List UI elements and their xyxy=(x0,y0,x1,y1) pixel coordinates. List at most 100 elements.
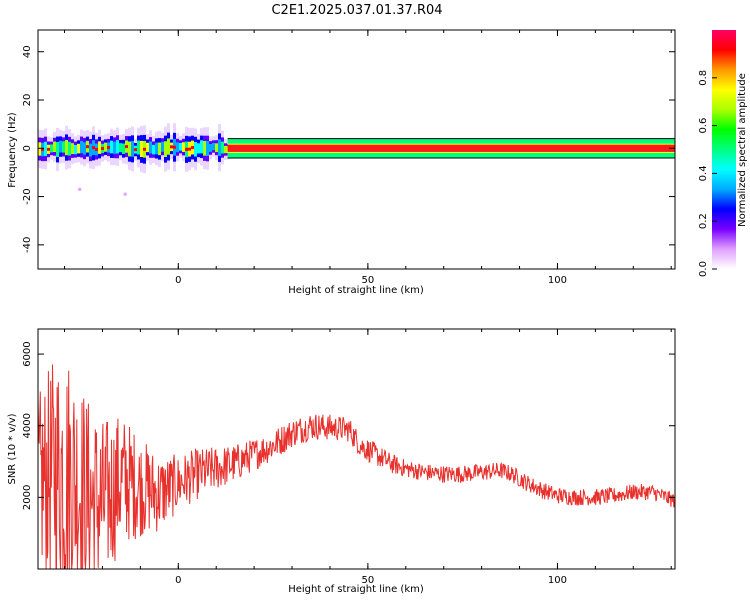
spectrogram-cell xyxy=(143,147,146,151)
spectrogram-cell xyxy=(113,141,116,154)
spectrogram-cell xyxy=(149,141,152,154)
snr-ticks: 0 50 100 2000 4000 6000 xyxy=(22,329,675,586)
spectrogram-cell xyxy=(41,147,44,151)
spectrogram-cell xyxy=(89,143,92,157)
snr-frame xyxy=(37,328,676,570)
snr-ytick-label: 6000 xyxy=(22,341,33,366)
spectrogram-cell xyxy=(131,140,134,157)
spectrogram-cell xyxy=(59,140,62,153)
spectrogram-ytick-label: 40 xyxy=(22,45,33,58)
spectrogram-xtick-label: 0 xyxy=(175,275,181,286)
spectrogram-cell xyxy=(92,146,95,150)
spectrogram-cell xyxy=(107,146,110,150)
spectrogram-data xyxy=(38,123,676,196)
spectrogram-cell xyxy=(164,141,167,157)
spectrogram-cell xyxy=(206,141,209,157)
spectrogram-ytick-label: 0 xyxy=(22,145,33,151)
snr-ylabel: SNR (10 * v/v) xyxy=(7,413,18,484)
spectrogram-cell xyxy=(101,146,104,150)
spectrogram-cell xyxy=(38,142,41,156)
spectrogram-cell xyxy=(116,140,119,154)
spectrogram-cell xyxy=(191,146,194,150)
snr-data xyxy=(37,364,676,570)
spectrogram-cell xyxy=(65,139,68,156)
spectrogram-cell xyxy=(44,141,47,157)
spectrogram-xtick-label: 100 xyxy=(548,275,567,286)
colorbar-label: Normalized spectral amplitude xyxy=(737,73,748,227)
colorbar-gradient xyxy=(712,30,736,269)
snr-panel: 0 50 100 2000 4000 6000 Height of straight li… xyxy=(7,328,676,595)
spectrogram-cell xyxy=(167,138,170,155)
colorbar-ticks: 0.0 0.2 0.4 0.6 0.8 xyxy=(698,70,717,277)
spectrogram-cell xyxy=(197,143,200,154)
spectrogram-cell xyxy=(83,142,86,155)
spectrogram-cell xyxy=(50,144,53,153)
spectrogram-cell xyxy=(173,145,176,149)
spectrogram-cell xyxy=(80,140,83,154)
spectrogram-cell xyxy=(224,145,227,154)
spectrogram-cell xyxy=(98,141,101,154)
spectrogram-cell xyxy=(176,142,179,153)
spectrogram-cell xyxy=(212,142,215,151)
spectrogram-cell xyxy=(119,143,122,153)
spectrogram-cell xyxy=(185,147,188,151)
spectrogram-cell xyxy=(203,140,206,156)
spectrogram-ticks: 0 50 100 -40 -20 0 20 40 xyxy=(22,30,675,286)
spectrogram-cell xyxy=(68,141,71,156)
colorbar: 0.0 0.2 0.4 0.6 0.8 Normalized spectral ampl… xyxy=(698,30,748,277)
spectrogram-cell xyxy=(110,140,113,154)
spectrogram-outlier xyxy=(78,187,82,191)
spectrogram-cell xyxy=(155,142,158,155)
spectrogram-ytick-label: 20 xyxy=(22,94,33,107)
snr-xlabel: Height of straight line (km) xyxy=(288,584,424,595)
spectrogram-cell xyxy=(128,141,131,157)
colorbar-tick-label: 0.0 xyxy=(698,261,709,277)
colorbar-tick-label: 0.8 xyxy=(698,70,709,86)
spectrogram-cell xyxy=(137,140,140,155)
spectrogram-cell xyxy=(125,145,128,149)
snr-ytick-label: 2000 xyxy=(22,485,33,510)
spectrogram-ytick-label: -40 xyxy=(22,237,33,253)
spectrogram-cell xyxy=(215,143,218,153)
spectrogram-cell xyxy=(221,141,224,154)
spectrogram-cell xyxy=(188,147,191,151)
spectrogram-cell xyxy=(179,142,182,151)
snr-series-line xyxy=(37,364,676,570)
spectrogram-cell xyxy=(152,144,155,155)
snr-ytick-label: 4000 xyxy=(22,413,33,438)
snr-xtick-label: 0 xyxy=(175,575,181,586)
spectrogram-cell xyxy=(71,143,74,154)
spectrogram-cell xyxy=(47,147,50,151)
spectrogram-frame xyxy=(37,29,676,270)
spectrogram-cell xyxy=(53,141,56,153)
spectrogram-cell xyxy=(200,140,203,154)
spectrogram-ytick-label: -20 xyxy=(22,188,33,204)
spectrogram-panel: 0 50 100 -40 -20 0 20 40 Height of straight lin… xyxy=(7,29,676,296)
spectrogram-cell xyxy=(77,143,80,154)
spectrogram-ylabel: Frequency (Hz) xyxy=(7,112,18,188)
spectrogram-cell xyxy=(218,139,221,156)
colorbar-tick-label: 0.6 xyxy=(698,118,709,134)
spectrogram-cell xyxy=(95,147,98,151)
snr-xtick-label: 100 xyxy=(548,575,567,586)
spectrogram-cell xyxy=(158,142,161,156)
spectrogram-xlabel: Height of straight line (km) xyxy=(288,285,424,296)
spectrogram-xtick-label: 50 xyxy=(362,275,375,286)
spectrogram-cell xyxy=(74,144,77,155)
spectrogram-cell xyxy=(86,145,89,149)
spectrogram-cell xyxy=(134,148,137,152)
spectrogram-band-core xyxy=(227,144,676,152)
figure-title: C2E1.2025.037.01.37.R04 xyxy=(271,3,442,18)
spectrogram-cell xyxy=(122,143,125,154)
spectrogram-cell xyxy=(62,141,65,153)
spectrogram-cell xyxy=(146,142,149,153)
colorbar-tick-label: 0.2 xyxy=(698,213,709,229)
spectrogram-cell xyxy=(209,144,212,152)
spectrogram-cell xyxy=(140,140,143,158)
spectrogram-cell xyxy=(170,145,173,149)
spectrogram-cell xyxy=(194,142,197,157)
spectrogram-cell xyxy=(182,142,185,152)
spectrogram-cell xyxy=(104,142,107,152)
spectrogram-outlier xyxy=(123,192,127,196)
